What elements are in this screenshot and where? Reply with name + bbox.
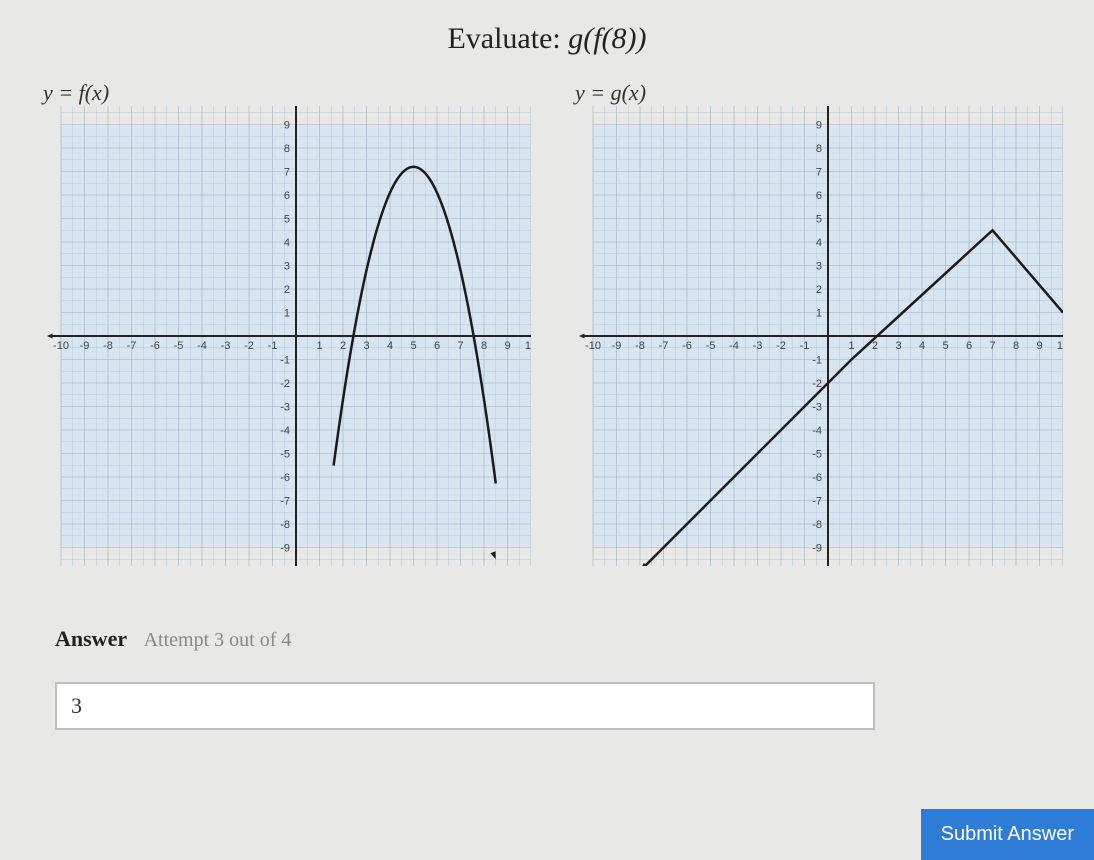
- svg-text:3: 3: [284, 261, 290, 273]
- svg-text:-3: -3: [221, 340, 231, 352]
- graph-g-label: y = g(x): [575, 80, 646, 106]
- attempt-text: Attempt 3 out of 4: [144, 629, 292, 651]
- svg-text:-8: -8: [280, 519, 290, 531]
- svg-text:9: 9: [284, 120, 290, 132]
- svg-text:5: 5: [942, 340, 948, 352]
- svg-text:-9: -9: [80, 340, 90, 352]
- svg-text:10: 10: [525, 340, 531, 352]
- svg-text:1: 1: [848, 340, 854, 352]
- svg-text:-6: -6: [812, 472, 822, 484]
- svg-text:-1: -1: [812, 355, 822, 367]
- svg-text:5: 5: [284, 214, 290, 226]
- graph-f-svg: -10 -9 -8 -7 -6 -5 -4 -3 -2 -1 1 2 3 4 5 6 7 8 9 10 10 9 8 7 6 5 4…: [31, 106, 531, 566]
- graph-g-svg: -10 -9 -8 -7 -6 -5 -4 -3 -2 -1 1 2 3 4 5 6 7 8 9 10 10 9 8 7 6 5 4…: [563, 106, 1063, 566]
- svg-text:1: 1: [316, 340, 322, 352]
- svg-text:4: 4: [284, 237, 290, 249]
- svg-text:6: 6: [434, 340, 440, 352]
- svg-text:-1: -1: [268, 340, 278, 352]
- svg-text:-7: -7: [659, 340, 669, 352]
- svg-text:6: 6: [284, 190, 290, 202]
- svg-text:2: 2: [816, 284, 822, 296]
- svg-text:2: 2: [340, 340, 346, 352]
- svg-text:7: 7: [284, 167, 290, 179]
- svg-text:8: 8: [284, 143, 290, 155]
- title-expression: g(f(8)): [568, 22, 646, 55]
- svg-text:7: 7: [457, 340, 463, 352]
- svg-text:-2: -2: [776, 340, 786, 352]
- svg-text:-8: -8: [103, 340, 113, 352]
- svg-text:-7: -7: [127, 340, 137, 352]
- svg-text:3: 3: [895, 340, 901, 352]
- svg-text:2: 2: [284, 284, 290, 296]
- svg-text:4: 4: [816, 237, 822, 249]
- svg-text:4: 4: [387, 340, 393, 352]
- answer-input[interactable]: [55, 682, 875, 730]
- question-title: Evaluate: g(f(8)): [15, 22, 1079, 56]
- svg-text:7: 7: [816, 167, 822, 179]
- svg-text:-1: -1: [800, 340, 810, 352]
- svg-text:6: 6: [966, 340, 972, 352]
- title-prefix: Evaluate:: [447, 22, 568, 55]
- svg-text:-6: -6: [150, 340, 160, 352]
- submit-button[interactable]: Submit Answer: [921, 809, 1094, 860]
- answer-word: Answer: [55, 626, 127, 651]
- graph-f-block: y = f(x) -10-9-8-7-6-5-4-3-2-11234567891…: [31, 86, 531, 566]
- svg-text:-3: -3: [753, 340, 763, 352]
- svg-text:3: 3: [363, 340, 369, 352]
- svg-text:-2: -2: [244, 340, 254, 352]
- graph-g-block: y = g(x) -10-9-8-7-6-5-4-3-2-11234567891…: [563, 86, 1063, 566]
- svg-text:-3: -3: [812, 402, 822, 414]
- svg-text:-4: -4: [729, 340, 739, 352]
- svg-text:5: 5: [816, 214, 822, 226]
- svg-text:8: 8: [1013, 340, 1019, 352]
- svg-text:5: 5: [410, 340, 416, 352]
- svg-text:7: 7: [989, 340, 995, 352]
- svg-text:-2: -2: [280, 378, 290, 390]
- svg-text:9: 9: [1036, 340, 1042, 352]
- svg-text:-9: -9: [280, 543, 290, 555]
- svg-text:9: 9: [816, 120, 822, 132]
- svg-text:6: 6: [816, 190, 822, 202]
- svg-text:1: 1: [284, 308, 290, 320]
- svg-text:-10: -10: [53, 340, 69, 352]
- svg-text:-4: -4: [280, 425, 290, 437]
- svg-text:8: 8: [816, 143, 822, 155]
- answer-label-row: Answer Attempt 3 out of 4: [55, 626, 1079, 652]
- svg-text:-2: -2: [812, 378, 822, 390]
- graphs-row: y = f(x) -10-9-8-7-6-5-4-3-2-11234567891…: [25, 86, 1069, 566]
- svg-text:-5: -5: [812, 449, 822, 461]
- svg-text:-5: -5: [174, 340, 184, 352]
- svg-text:10: 10: [278, 106, 290, 108]
- svg-text:-9: -9: [612, 340, 622, 352]
- svg-text:3: 3: [816, 261, 822, 273]
- svg-text:-4: -4: [197, 340, 207, 352]
- svg-text:-5: -5: [280, 449, 290, 461]
- svg-text:-5: -5: [706, 340, 716, 352]
- svg-text:8: 8: [481, 340, 487, 352]
- svg-text:-8: -8: [635, 340, 645, 352]
- svg-text:-8: -8: [812, 519, 822, 531]
- svg-text:1: 1: [816, 308, 822, 320]
- svg-text:10: 10: [1057, 340, 1063, 352]
- svg-text:4: 4: [919, 340, 925, 352]
- svg-text:2: 2: [872, 340, 878, 352]
- svg-text:-3: -3: [280, 402, 290, 414]
- svg-text:-1: -1: [280, 355, 290, 367]
- svg-text:-7: -7: [812, 496, 822, 508]
- svg-text:-6: -6: [682, 340, 692, 352]
- svg-text:-10: -10: [585, 340, 601, 352]
- svg-text:-4: -4: [812, 425, 822, 437]
- svg-text:10: 10: [810, 106, 822, 108]
- answer-section: Answer Attempt 3 out of 4: [55, 626, 1079, 730]
- svg-text:-6: -6: [280, 472, 290, 484]
- svg-text:9: 9: [504, 340, 510, 352]
- graph-f-label: y = f(x): [43, 80, 109, 106]
- svg-text:-7: -7: [280, 496, 290, 508]
- svg-text:-9: -9: [812, 543, 822, 555]
